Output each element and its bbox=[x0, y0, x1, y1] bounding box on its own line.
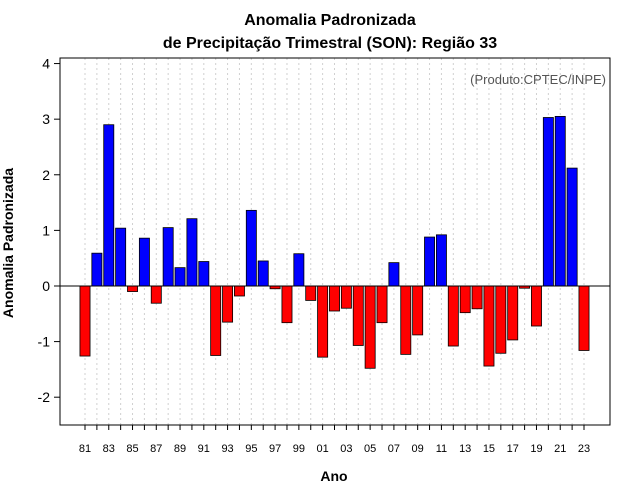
y-tick-label: 1 bbox=[42, 222, 50, 238]
bar-2022 bbox=[566, 167, 578, 287]
x-tick-label: 85 bbox=[126, 443, 138, 455]
bar-2005 bbox=[364, 285, 376, 369]
x-tick-label: 83 bbox=[103, 443, 115, 455]
y-axis: 4 3 2 1 0 -1 -2 bbox=[38, 56, 60, 405]
bar-1984 bbox=[115, 227, 127, 287]
y-axis-label: Anomalia Padronizada bbox=[0, 168, 16, 318]
bar-1991 bbox=[198, 261, 210, 287]
bars-group bbox=[79, 115, 590, 369]
bar-1999 bbox=[293, 253, 305, 287]
bar-1985 bbox=[127, 285, 138, 292]
bar-1996 bbox=[257, 260, 269, 287]
bar-2014 bbox=[471, 285, 483, 310]
bar-1993 bbox=[222, 285, 234, 323]
bar-2015 bbox=[483, 285, 495, 367]
bar-2020 bbox=[542, 117, 554, 287]
bar-2008 bbox=[400, 285, 412, 355]
grid-lines bbox=[84, 58, 585, 425]
bar-1992 bbox=[210, 285, 222, 356]
bar-2023 bbox=[578, 285, 590, 351]
y-tick-label: 2 bbox=[42, 167, 50, 183]
chart-title-line2: de Precipitação Trimestral (SON): Região… bbox=[163, 35, 497, 52]
bar-1986 bbox=[138, 237, 150, 287]
bar-1983 bbox=[103, 124, 115, 287]
bar-2017 bbox=[507, 285, 519, 341]
x-tick-label: 97 bbox=[269, 443, 281, 455]
x-tick-label: 89 bbox=[174, 443, 186, 455]
x-tick-label: 03 bbox=[340, 443, 352, 455]
bar-2000 bbox=[305, 285, 317, 301]
bar-2013 bbox=[459, 285, 471, 314]
y-tick-label: 4 bbox=[42, 56, 50, 72]
x-axis: 81 83 85 87 89 91 93 95 97 99 01 03 05 07 09 11 13 15 17 19… bbox=[79, 425, 590, 455]
bar-1998 bbox=[281, 285, 293, 324]
x-tick-label: 17 bbox=[507, 443, 519, 455]
y-tick-label: -1 bbox=[38, 334, 51, 350]
x-tick-label: 99 bbox=[293, 443, 305, 455]
bar-2002 bbox=[329, 285, 340, 312]
bar-1981 bbox=[79, 285, 91, 357]
x-tick-label: 23 bbox=[578, 443, 590, 455]
bar-1988 bbox=[162, 227, 174, 287]
bar-1995 bbox=[245, 209, 257, 287]
bar-2021 bbox=[554, 115, 566, 287]
x-tick-label: 13 bbox=[459, 443, 471, 455]
x-tick-label: 95 bbox=[245, 443, 257, 455]
y-tick-label: 0 bbox=[42, 278, 50, 294]
bar-2011 bbox=[435, 234, 447, 287]
bar-2010 bbox=[424, 236, 435, 287]
x-tick-label: 05 bbox=[364, 443, 376, 455]
bar-2012 bbox=[447, 285, 459, 347]
x-tick-label: 87 bbox=[150, 443, 162, 455]
x-tick-label: 07 bbox=[388, 443, 400, 455]
x-tick-label: 91 bbox=[198, 443, 210, 455]
y-tick-label: 3 bbox=[42, 111, 50, 127]
chart-title-line1: Anomalia Padronizada bbox=[244, 12, 416, 29]
bar-2009 bbox=[412, 285, 424, 336]
x-tick-label: 19 bbox=[530, 443, 542, 455]
x-tick-label: 81 bbox=[79, 443, 91, 455]
bar-2007 bbox=[388, 262, 400, 287]
x-tick-label: 11 bbox=[436, 443, 447, 455]
x-tick-label: 93 bbox=[221, 443, 233, 455]
bar-2006 bbox=[376, 285, 388, 324]
y-tick-label: -2 bbox=[38, 389, 51, 405]
bar-1987 bbox=[150, 285, 162, 304]
bar-2004 bbox=[352, 285, 364, 346]
bar-2001 bbox=[317, 285, 329, 358]
x-tick-label: 15 bbox=[483, 443, 495, 455]
x-axis-label: Ano bbox=[320, 468, 347, 484]
bar-2016 bbox=[495, 285, 507, 354]
x-tick-label: 21 bbox=[554, 443, 566, 455]
x-tick-label: 01 bbox=[316, 443, 328, 455]
bar-2019 bbox=[531, 285, 542, 327]
x-tick-label: 09 bbox=[412, 443, 424, 455]
bar-1994 bbox=[234, 285, 245, 297]
bar-1989 bbox=[174, 267, 186, 287]
bar-1990 bbox=[186, 218, 198, 287]
bar-1982 bbox=[91, 252, 103, 287]
credit-label: (Produto:CPTEC/INPE) bbox=[470, 72, 606, 87]
bar-2003 bbox=[340, 285, 352, 309]
